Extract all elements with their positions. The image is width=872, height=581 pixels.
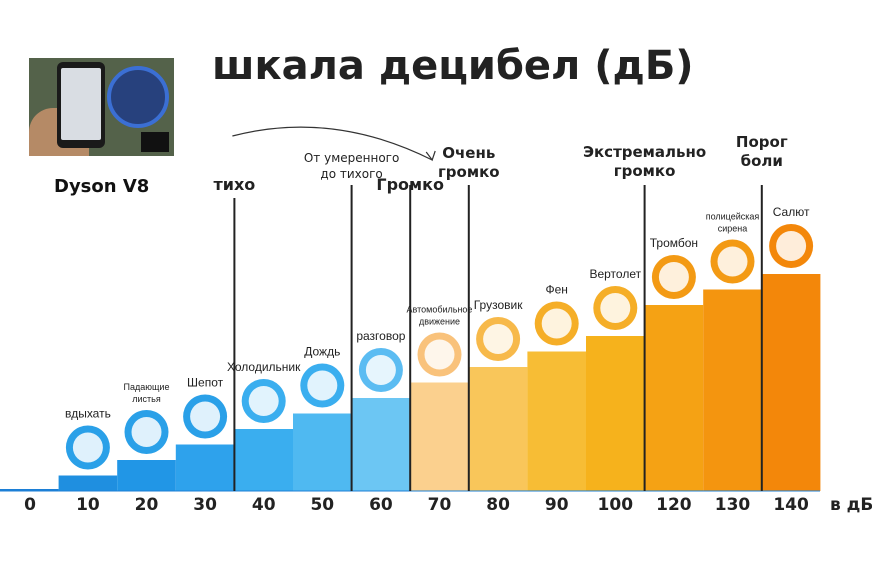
sound-label: Автомобильное <box>407 305 473 315</box>
axis-label: в дБ <box>830 495 872 515</box>
sound-label: движение <box>419 317 460 327</box>
zone-label: Громко <box>376 175 444 194</box>
zone-label: Экстремально <box>583 143 706 161</box>
page-title: шкала децибел (дБ) <box>212 43 694 89</box>
sound-label: Грузовик <box>474 298 523 312</box>
meter-device <box>107 66 169 128</box>
whisper-icon-glyph <box>190 401 221 432</box>
sound-label: Фен <box>545 283 567 297</box>
bar <box>761 274 821 491</box>
bar <box>468 367 528 491</box>
sound-label: Падающие <box>124 382 170 392</box>
trombone-icon-glyph <box>658 262 689 292</box>
bar <box>58 475 118 491</box>
hair-dryer-icon-glyph <box>541 308 572 339</box>
tick-label: 20 <box>135 495 159 515</box>
tick-label: 100 <box>598 495 634 515</box>
zone-label: до тихого <box>320 167 382 181</box>
rain-cloud-icon-glyph <box>307 370 338 401</box>
fireworks-icon-glyph <box>776 231 807 261</box>
bar <box>117 460 176 491</box>
tick-label: 130 <box>715 495 751 515</box>
sound-label: сирена <box>718 224 748 234</box>
bar <box>175 444 235 491</box>
tick-label: 120 <box>656 495 692 515</box>
speech-bubble-icon-glyph <box>365 355 396 385</box>
bar <box>234 429 293 491</box>
tick-label: 60 <box>369 495 393 515</box>
zone-label: От умеренного <box>304 151 399 165</box>
sound-label: разговор <box>356 329 405 343</box>
sound-label: Дождь <box>304 345 340 359</box>
car-icon-glyph <box>424 339 455 370</box>
sound-label: Холодильник <box>227 360 301 374</box>
fridge-icon-glyph <box>248 386 279 416</box>
sound-label: Тромбон <box>650 236 698 250</box>
phone-screen <box>61 68 101 140</box>
logo-mark <box>141 132 169 152</box>
zone-label: громко <box>438 163 500 181</box>
arrow-head <box>425 150 436 162</box>
tick-label: 50 <box>310 495 334 515</box>
zone-label: Порог <box>736 133 788 151</box>
tick-label: 30 <box>193 495 217 515</box>
bar <box>0 489 59 491</box>
photo-caption: Dyson V8 <box>54 176 150 197</box>
bar <box>644 305 704 491</box>
bar <box>410 382 469 491</box>
curved-arrow <box>232 126 433 161</box>
truck-icon-glyph <box>483 324 514 354</box>
tick-label: 70 <box>428 495 452 515</box>
bar <box>351 398 411 491</box>
bar <box>586 336 645 491</box>
tick-label: 40 <box>252 495 276 515</box>
tick-label: 90 <box>545 495 569 515</box>
sound-label: Шепот <box>187 376 224 390</box>
tick-label: 80 <box>486 495 510 515</box>
lungs-icon-glyph <box>72 432 103 463</box>
zone-label: Очень <box>442 144 495 162</box>
sound-label: Вертолет <box>589 267 641 281</box>
tick-label: 140 <box>773 495 809 515</box>
tick-label: 10 <box>76 495 100 515</box>
zone-label: боли <box>741 152 783 170</box>
police-car-icon-glyph <box>717 246 748 277</box>
sound-label: вдыхать <box>65 407 111 421</box>
tick-label: 0 <box>24 495 36 515</box>
helicopter-icon-glyph <box>600 293 631 323</box>
zone-label: громко <box>614 162 676 180</box>
sound-meter-photo <box>29 58 174 156</box>
sound-label: полицейская <box>706 212 760 222</box>
leaf-icon-glyph <box>131 417 162 447</box>
bar <box>527 351 586 491</box>
sound-label: листья <box>132 394 161 404</box>
sound-label: Салют <box>773 205 810 219</box>
bar <box>293 413 352 491</box>
zone-label: тихо <box>214 175 256 194</box>
bar <box>703 289 762 491</box>
